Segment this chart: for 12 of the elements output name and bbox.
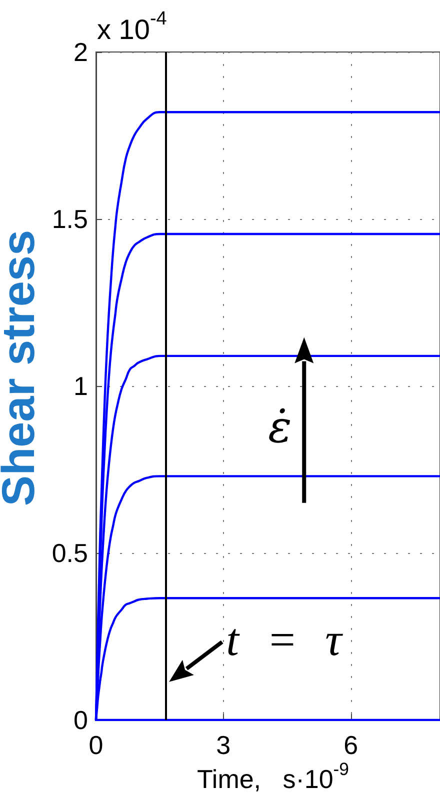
- annotation: ε̇: [268, 402, 292, 454]
- ref-line-label: t = τ: [226, 614, 342, 665]
- y-tick-label: 0.5: [52, 538, 88, 568]
- x-tick-label: 3: [216, 730, 231, 760]
- y-tick-label: 1.5: [52, 204, 88, 234]
- x-tick-label: 6: [344, 730, 358, 760]
- y-tick-label: 1: [74, 371, 88, 401]
- x-axis-title: Time, s·10$^{-9}$: [197, 758, 350, 794]
- y-tick-label: 0: [74, 705, 88, 735]
- text: x 10$^{-4}$: [97, 8, 167, 45]
- y-axis-title: Shear stress: [0, 230, 44, 506]
- y-tick-label: 2: [74, 37, 88, 67]
